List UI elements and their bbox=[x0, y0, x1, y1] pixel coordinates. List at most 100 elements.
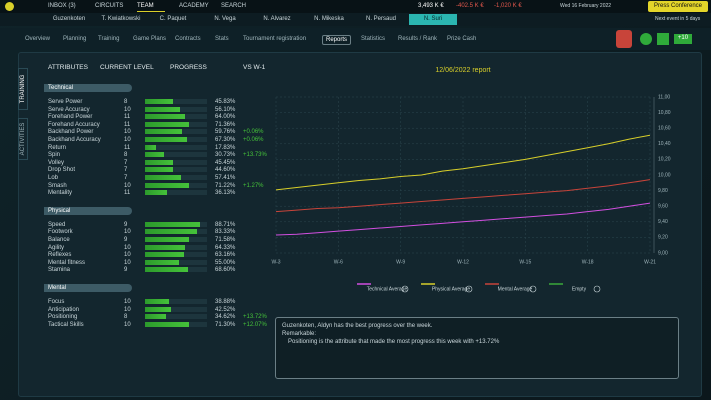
sub-nav-item[interactable]: Training bbox=[98, 36, 120, 42]
chart-title: 12/06/2022 report bbox=[435, 67, 490, 74]
sub-nav-item[interactable]: Reports bbox=[322, 35, 352, 45]
attribute-name: Mentality bbox=[48, 190, 73, 197]
y-tick-label: 10,40 bbox=[658, 141, 671, 147]
attribute-level: 10 bbox=[124, 137, 131, 143]
player-tab[interactable]: T. Kwiatkowski bbox=[101, 16, 141, 22]
progress-bar bbox=[145, 314, 167, 320]
attribute-name: Serve Accuracy bbox=[48, 106, 90, 113]
progress-label: 67.30% bbox=[215, 137, 236, 143]
progress-label: 64.33% bbox=[215, 244, 236, 251]
attribute-name: Forehand Power bbox=[48, 114, 93, 121]
notes-summary: Guzenkoten, Aldyn has the best progress … bbox=[282, 323, 433, 329]
legend-toggle bbox=[465, 285, 473, 293]
progress-bar bbox=[145, 106, 180, 112]
nav-item[interactable]: TEAM bbox=[137, 3, 154, 9]
progress-label: 63.16% bbox=[215, 252, 236, 259]
sub-nav-item[interactable]: Statistics bbox=[361, 36, 386, 42]
progress-bar bbox=[145, 321, 190, 327]
player-tab[interactable]: N. Mikeska bbox=[314, 16, 344, 22]
press-button[interactable]: Press Conference bbox=[648, 1, 708, 12]
attribute-name: Forehand Accuracy bbox=[48, 121, 100, 128]
y-tick-label: 9,80 bbox=[658, 188, 668, 194]
sub-nav-item[interactable]: Contracts bbox=[175, 36, 201, 42]
attribute-name: Return bbox=[48, 144, 67, 151]
finance: -402.5 K € bbox=[456, 3, 484, 9]
legend-toggle bbox=[401, 285, 409, 293]
attribute-level: 9 bbox=[124, 221, 128, 228]
sub-nav-item[interactable]: Prize Cash bbox=[447, 36, 477, 42]
next-event: Next event in 5 days bbox=[655, 16, 701, 22]
progress-bar bbox=[145, 190, 168, 196]
legend-label: Technical Average bbox=[367, 286, 408, 292]
section-header: Mental bbox=[44, 284, 132, 292]
progress-bar bbox=[145, 306, 172, 312]
sub-nav-item[interactable]: Results / Rank bbox=[398, 36, 438, 42]
attribute-level: 11 bbox=[124, 114, 131, 121]
sub-nav-item[interactable]: Tournament registration bbox=[243, 36, 307, 42]
attribute-name: Focus bbox=[48, 299, 65, 305]
x-tick-label: W-21 bbox=[644, 259, 656, 265]
progress-bar bbox=[145, 175, 181, 180]
progress-track bbox=[145, 167, 207, 173]
legend-label: Empty bbox=[572, 286, 587, 292]
attribute-level: 7 bbox=[124, 167, 128, 174]
progress-bar bbox=[145, 137, 187, 142]
section-header: Physical bbox=[44, 206, 132, 215]
attribute-level: 10 bbox=[124, 182, 131, 189]
sub-nav-item[interactable]: Stats bbox=[215, 36, 229, 42]
attribute-name: Anticipation bbox=[48, 306, 80, 313]
attribute-level: 9 bbox=[124, 237, 128, 243]
y-tick-label: 10,00 bbox=[658, 172, 671, 178]
side-tab[interactable]: TRAINING bbox=[18, 68, 28, 110]
attribute-name: Tactical Skills bbox=[48, 321, 84, 328]
attribute-level: 10 bbox=[124, 129, 131, 136]
attribute-level: 10 bbox=[124, 321, 131, 328]
player-tab[interactable]: N. Suri bbox=[409, 14, 457, 25]
column-header: PROGRESS bbox=[170, 64, 207, 71]
progress-delta: +1.27% bbox=[243, 182, 264, 189]
attribute-level: 11 bbox=[124, 144, 131, 151]
nav-item[interactable]: INBOX (3) bbox=[48, 3, 76, 9]
notes-heading: Remarkable: bbox=[282, 331, 317, 337]
column-header: VS W-1 bbox=[243, 64, 266, 71]
sub-nav-item[interactable]: Overview bbox=[25, 36, 51, 42]
attribute-name: Mental fitness bbox=[48, 259, 86, 266]
player-tab[interactable]: N. Persaud bbox=[365, 16, 396, 22]
attribute-level: 10 bbox=[124, 306, 131, 313]
x-tick-label: W-3 bbox=[271, 259, 280, 265]
progress-bar bbox=[145, 221, 200, 227]
notes-box bbox=[275, 317, 679, 379]
player-tab[interactable]: N. Vega bbox=[214, 16, 236, 22]
progress-label: 68.60% bbox=[215, 267, 236, 274]
player-bar bbox=[0, 13, 711, 26]
side-tab[interactable]: ACTIVITIES bbox=[18, 118, 28, 160]
progress-label: 56.10% bbox=[215, 106, 236, 113]
progress-delta: +0.06% bbox=[243, 137, 264, 143]
series-line bbox=[275, 202, 651, 236]
player-tab[interactable]: C. Paquet bbox=[159, 16, 187, 22]
attribute-level: 7 bbox=[124, 175, 128, 181]
sub-nav-item[interactable]: Game Plans bbox=[133, 36, 167, 42]
attribute-level: 9 bbox=[124, 267, 128, 274]
y-tick-label: 10,80 bbox=[658, 110, 671, 116]
x-tick-label: W-15 bbox=[519, 259, 531, 265]
player-tab[interactable]: N. Alvarez bbox=[263, 16, 291, 22]
avatar bbox=[616, 30, 632, 48]
nav-item[interactable]: CIRCUITS bbox=[95, 3, 124, 9]
attribute-name: Reflexes bbox=[48, 252, 72, 259]
progress-label: 36.13% bbox=[215, 190, 236, 197]
nav-item[interactable]: SEARCH bbox=[221, 3, 247, 9]
sub-nav-item[interactable]: Planning bbox=[63, 36, 87, 42]
player-tab[interactable]: Guzenkoten bbox=[52, 16, 86, 22]
progress-label: 71.58% bbox=[215, 237, 236, 243]
progress-delta: +13.72% bbox=[243, 314, 267, 321]
attribute-name: Stamina bbox=[48, 267, 71, 274]
progress-bar bbox=[145, 299, 170, 304]
attribute-name: Balance bbox=[48, 237, 70, 243]
finance: 3,493 K € bbox=[418, 3, 444, 9]
progress-track bbox=[145, 99, 207, 104]
progress-track bbox=[145, 152, 207, 158]
nav-item[interactable]: ACADEMY bbox=[179, 3, 209, 9]
top-bar bbox=[0, 0, 711, 13]
progress-label: 38.88% bbox=[215, 299, 236, 305]
